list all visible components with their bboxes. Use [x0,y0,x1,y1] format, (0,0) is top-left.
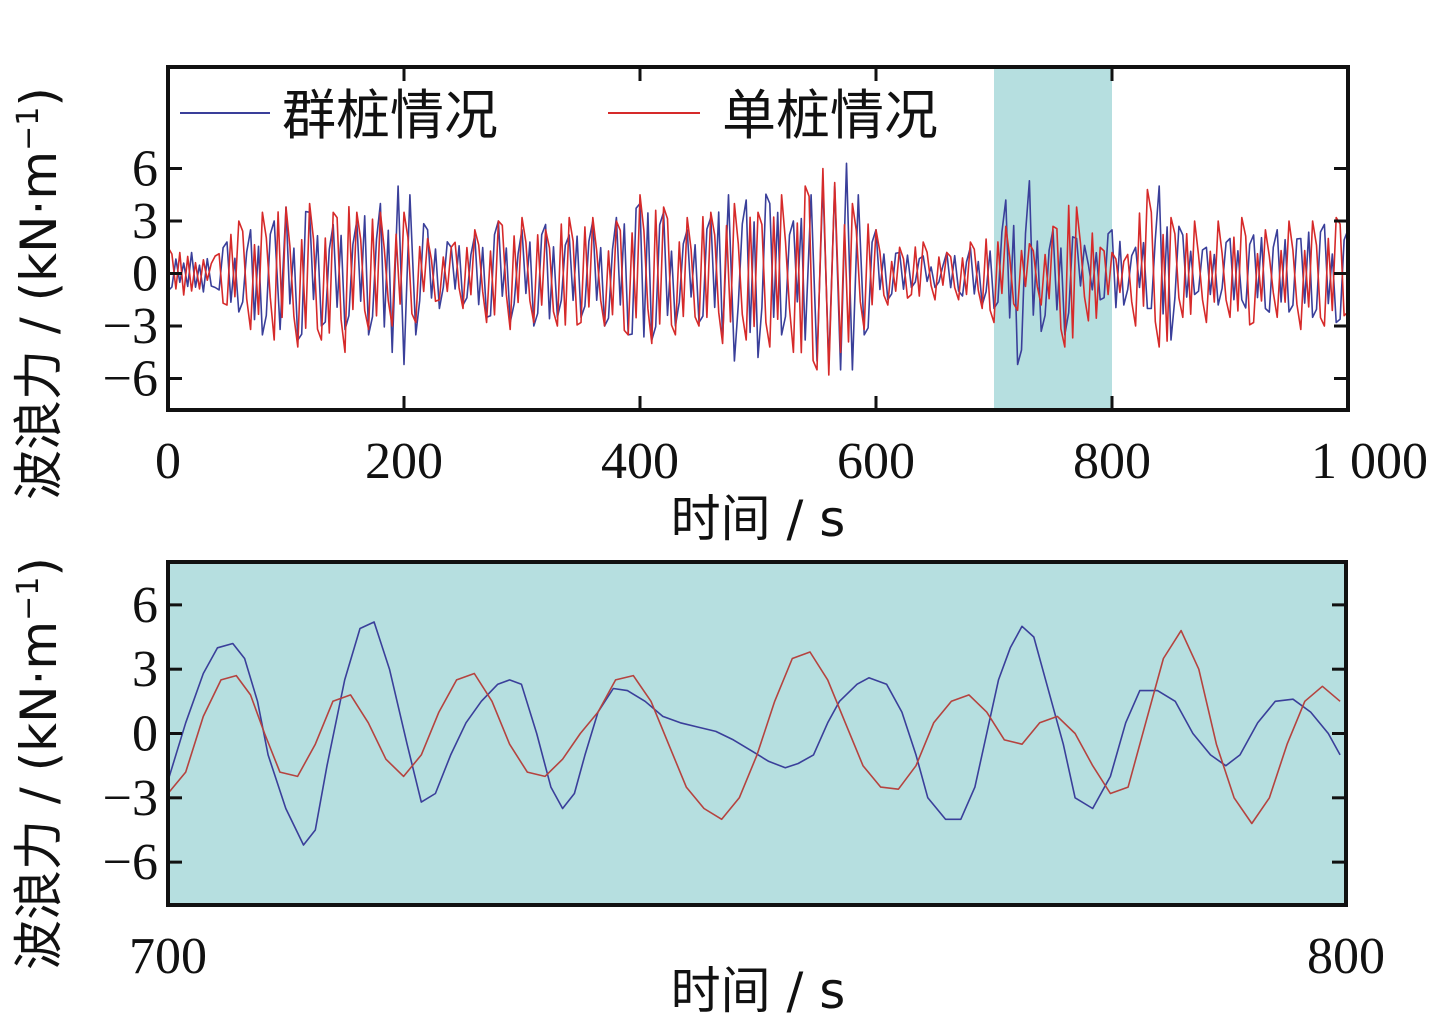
y-tick-label: −3 [103,298,158,355]
y-tick-label: −6 [103,834,158,891]
panel-full-record: 630−3−60 200 400 600 800 1 000 群桩情况 单桩情况 时间 /… [103,65,1428,548]
x-tick-label: 700 [129,928,207,985]
y-tick-label: −6 [103,351,158,408]
y-axis-title-zoom: 波浪力 / (kN·m−1) [10,557,68,970]
y-tick-label: 6 [132,141,158,198]
zoom-background [168,562,1346,905]
panel-zoom-700-800: 6 3 0 −3 −6 700 800 时间 / s [103,560,1385,1020]
y-axis-title-full: 波浪力 / (kN·m−1) [10,87,68,500]
y-tick-label: 3 [132,641,158,698]
series-line-single-pile-zoom [167,629,1341,825]
series-line-single-pile-full [167,167,1349,376]
legend-label-single-pile: 单桩情况 [722,84,938,147]
x-axis-title-zoom: 时间 / s [671,962,846,1020]
y-tick-label: 6 [132,577,158,634]
y-tick-label: −3 [103,770,158,827]
plot-frame-full [166,65,1350,412]
x-tick-label: 800 [1307,928,1385,985]
x-tick-label: 400 [601,433,679,490]
series-line-group-piles-zoom [167,621,1341,846]
x-tick-label: 800 [1073,433,1151,490]
x-tick-label: 0 [155,433,181,490]
legend: 群桩情况 单桩情况 [180,84,938,147]
x-tick-label: 600 [837,433,915,490]
x-tick-label: 1 000 [1311,433,1428,490]
y-tick-label: 3 [132,193,158,250]
y-tick-label: 0 [132,706,158,763]
y-tick-label: 0 [132,246,158,303]
legend-label-group-piles: 群桩情况 [282,84,498,147]
x-axis-title-full: 时间 / s [671,490,846,548]
x-tick-label: 200 [365,433,443,490]
